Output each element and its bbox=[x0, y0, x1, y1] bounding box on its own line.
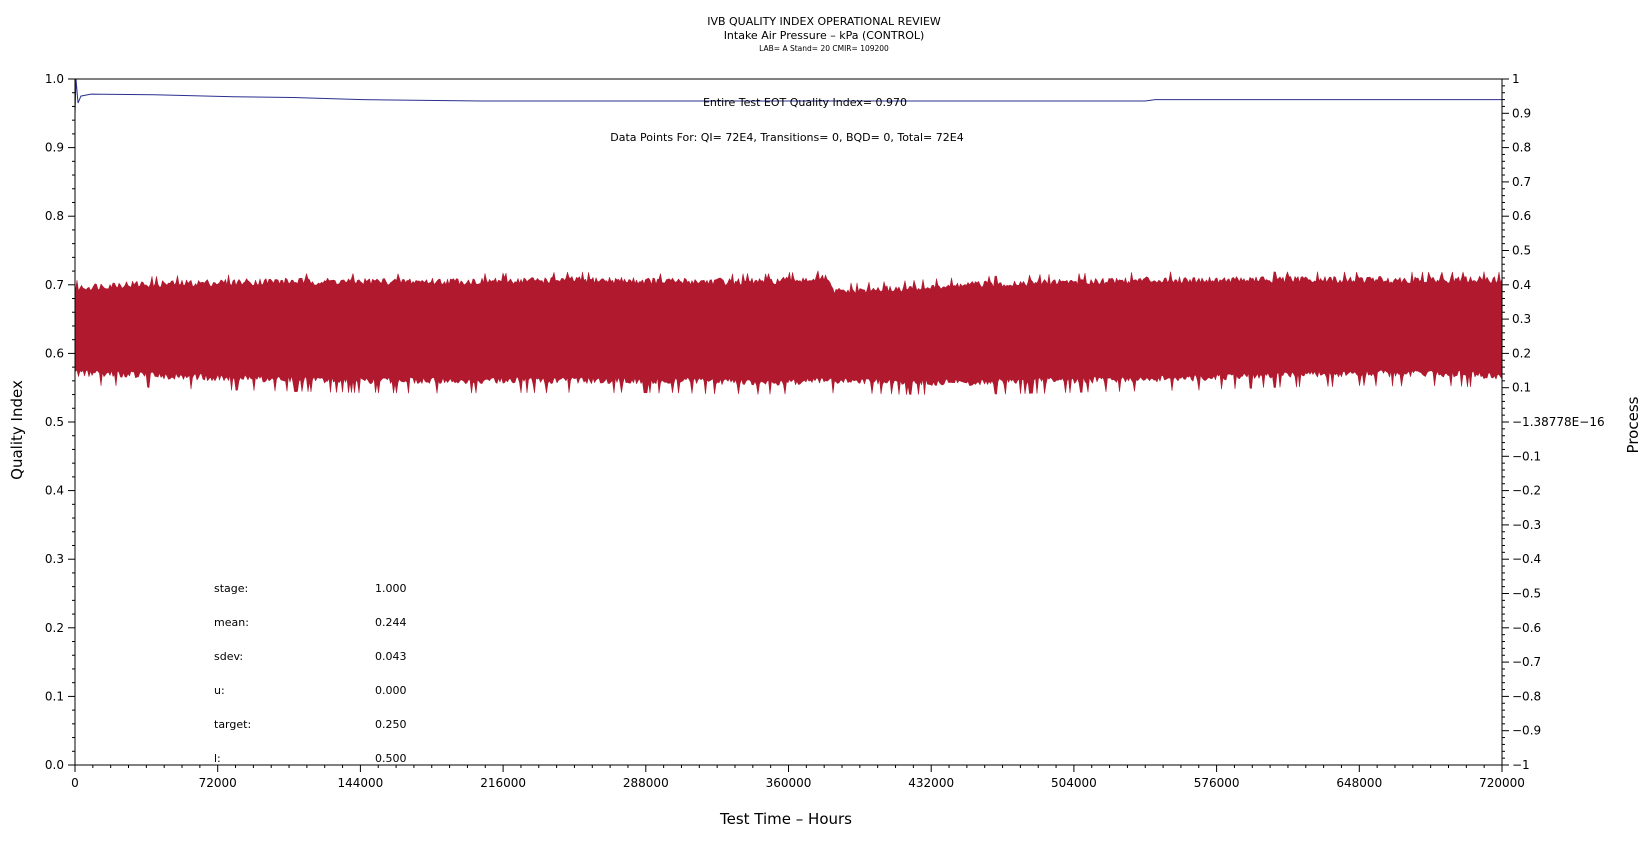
y-tick-label: 0.6 bbox=[45, 346, 64, 360]
stats-label: sdev: bbox=[214, 650, 243, 663]
stats-label: stage: bbox=[214, 582, 248, 595]
stats-value: 0.043 bbox=[375, 650, 407, 663]
y2-tick-label: −1.38778E−16 bbox=[1512, 415, 1605, 429]
chart-subtitle-2: LAB= A Stand= 20 CMIR= 109200 bbox=[759, 44, 889, 53]
y2-tick-label: 0.6 bbox=[1512, 209, 1531, 223]
y2-axis-title: Process bbox=[1624, 396, 1642, 453]
y2-tick-label: 0.7 bbox=[1512, 175, 1531, 189]
x-tick-label: 0 bbox=[71, 776, 79, 790]
x-tick-label: 144000 bbox=[337, 776, 383, 790]
y2-tick-label: −1 bbox=[1512, 758, 1530, 772]
y-tick-label: 0.5 bbox=[45, 415, 64, 429]
x-tick-label: 360000 bbox=[766, 776, 812, 790]
annotation-data-points: Data Points For: QI= 72E4, Transitions= … bbox=[610, 131, 963, 144]
chart-subtitle: Intake Air Pressure – kPa (CONTROL) bbox=[724, 29, 925, 42]
stats-label: target: bbox=[214, 718, 251, 731]
y2-tick-label: −0.5 bbox=[1512, 587, 1541, 601]
x-axis-title: Test Time – Hours bbox=[719, 810, 852, 828]
y-tick-label: 0.0 bbox=[45, 758, 64, 772]
y-tick-label: 0.3 bbox=[45, 552, 64, 566]
y2-tick-label: 0.8 bbox=[1512, 141, 1531, 155]
stats-value: 0.500 bbox=[375, 752, 407, 765]
y2-tick-label: 0.3 bbox=[1512, 312, 1531, 326]
stats-value: 0.250 bbox=[375, 718, 407, 731]
y2-tick-label: −0.7 bbox=[1512, 655, 1541, 669]
x-tick-label: 576000 bbox=[1194, 776, 1240, 790]
x-tick-label: 288000 bbox=[623, 776, 669, 790]
series-layer bbox=[74, 78, 1503, 395]
y2-tick-label: −0.9 bbox=[1512, 724, 1541, 738]
stats-value: 1.000 bbox=[375, 582, 407, 595]
y-tick-label: 0.8 bbox=[45, 209, 64, 223]
stats-value: 0.244 bbox=[375, 616, 407, 629]
y2-tick-label: −0.8 bbox=[1512, 689, 1541, 703]
axes-layer: 0 72000 144000 216000 288000 360000 432000 5040… bbox=[45, 72, 1605, 790]
plot-frame bbox=[74, 78, 1503, 766]
process-series-band bbox=[75, 270, 1503, 395]
y-tick-label: 1.0 bbox=[45, 72, 64, 86]
y-tick-label: 0.1 bbox=[45, 689, 64, 703]
quality-index-series-line bbox=[74, 78, 1502, 114]
chart-title: IVB QUALITY INDEX OPERATIONAL REVIEW bbox=[707, 15, 941, 28]
stats-value: 0.000 bbox=[375, 684, 407, 697]
stats-label: u: bbox=[214, 684, 225, 697]
y2-tick-label: −0.2 bbox=[1512, 484, 1541, 498]
y-tick-label: 0.7 bbox=[45, 278, 64, 292]
y-tick-label: 0.4 bbox=[45, 484, 64, 498]
stats-label: mean: bbox=[214, 616, 249, 629]
y2-tick-label: −0.1 bbox=[1512, 449, 1541, 463]
x-tick-label: 72000 bbox=[199, 776, 237, 790]
x-tick-label: 504000 bbox=[1051, 776, 1097, 790]
y2-tick-label: 1 bbox=[1512, 72, 1520, 86]
y2-tick-label: 0.4 bbox=[1512, 278, 1531, 292]
x-tick-label: 432000 bbox=[908, 776, 954, 790]
y2-tick-label: 0.1 bbox=[1512, 381, 1531, 395]
y2-tick-label: −0.6 bbox=[1512, 621, 1541, 635]
y-tick-label: 0.2 bbox=[45, 621, 64, 635]
y2-tick-label: 0.9 bbox=[1512, 106, 1531, 120]
x-tick-label: 216000 bbox=[480, 776, 526, 790]
x-tick-label: 648000 bbox=[1336, 776, 1382, 790]
y2-tick-label: 0.2 bbox=[1512, 346, 1531, 360]
annotation-eot-quality-index: Entire Test EOT Quality Index= 0.970 bbox=[703, 96, 907, 109]
y2-tick-label: 0.5 bbox=[1512, 244, 1531, 258]
y2-tick-label: −0.4 bbox=[1512, 552, 1541, 566]
stats-block: stage: 1.000 mean: 0.244 sdev: 0.043 u: 0.000 ta… bbox=[214, 582, 407, 765]
stats-label: l: bbox=[214, 752, 221, 765]
y-tick-label: 0.9 bbox=[45, 141, 64, 155]
x-tick-label: 720000 bbox=[1479, 776, 1525, 790]
y2-tick-label: −0.3 bbox=[1512, 518, 1541, 532]
y-axis-title: Quality Index bbox=[8, 380, 26, 480]
